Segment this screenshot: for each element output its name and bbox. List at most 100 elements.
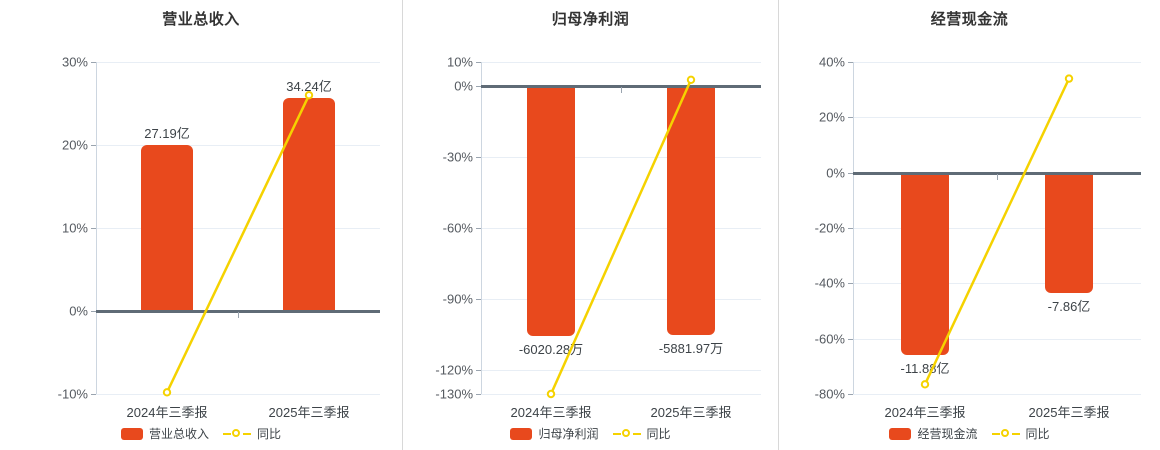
legend-label-bar: 归母净利润: [538, 427, 599, 441]
gridline: [853, 283, 1141, 285]
zero-baseline: [853, 171, 1141, 175]
y-axis-tick-mark: [476, 299, 481, 301]
yoy-data-point[interactable]: [920, 380, 930, 389]
y-axis-tick-mark: [91, 311, 96, 312]
plot-area: 27.19亿 34.24亿 30% 20% 10% 0% -10%: [0, 55, 402, 402]
bar[interactable]: [1045, 172, 1093, 293]
bar[interactable]: [901, 172, 949, 356]
legend-label-line: 同比: [646, 427, 671, 441]
zero-baseline: [481, 84, 761, 88]
category-label: 2024年三季报: [126, 405, 208, 420]
y-axis-tick-mark: [476, 394, 481, 395]
yoy-line-series: [546, 75, 696, 399]
y-axis-tick-mark: [476, 228, 481, 229]
y-axis-tick-label: 10%: [446, 54, 473, 70]
category-label: 2025年三季报: [268, 405, 350, 420]
bar-value-label: 34.24亿: [286, 78, 332, 94]
category-axis: 2024年三季报 2025年三季报: [403, 402, 778, 420]
bar[interactable]: [527, 85, 575, 336]
gridline: [481, 156, 761, 158]
chart-title: 归母净利润: [551, 11, 630, 28]
category-axis: 2024年三季报 2025年三季报: [779, 402, 1160, 420]
y-axis-tick-label: 0%: [69, 303, 88, 319]
gridline: [481, 394, 761, 395]
yoy-line-path: [549, 79, 693, 395]
y-axis-tick-label: 10%: [61, 220, 88, 236]
category-label: 2025年三季报: [650, 405, 732, 420]
yoy-data-point[interactable]: [546, 389, 556, 399]
legend-label-line: 同比: [257, 427, 282, 441]
gridline: [853, 394, 1141, 395]
bar-value-label: 27.19亿: [144, 126, 190, 141]
y-axis-tick-mark: [848, 283, 853, 285]
yoy-data-point[interactable]: [162, 388, 172, 397]
y-axis-tick-label: 20%: [61, 137, 88, 153]
gridline: [853, 338, 1141, 340]
legend-item-line[interactable]: 同比: [223, 425, 281, 442]
bar-swatch-icon: [510, 427, 533, 440]
gridline: [481, 370, 761, 372]
bar[interactable]: [667, 85, 715, 335]
y-axis-spine: [481, 62, 482, 394]
yoy-data-point[interactable]: [304, 91, 314, 100]
bar[interactable]: [141, 145, 193, 311]
chart-title: 经营现金流: [930, 11, 1009, 28]
y-axis-tick-mark: [476, 370, 481, 372]
y-axis-tick-mark: [848, 228, 853, 229]
bar-value-label: -5881.97万: [658, 340, 724, 356]
legend-item-bar[interactable]: 营业总收入: [120, 425, 209, 442]
yoy-line-path: [165, 94, 311, 393]
legend-item-line[interactable]: 同比: [612, 425, 671, 442]
y-axis-tick-label: -30%: [442, 149, 473, 165]
legend-item-bar[interactable]: 归母净利润: [510, 425, 599, 442]
x-axis-tick-mark: [621, 86, 622, 93]
chart-panel-revenue: 营业总收入 27.19亿 34.24亿 30% 20% 10% 0% -10% 2024年三…: [0, 0, 402, 450]
chart-title: 营业总收入: [162, 11, 240, 28]
gridline: [96, 394, 380, 395]
y-axis-tick-mark: [848, 117, 853, 119]
y-axis-tick-mark: [848, 172, 853, 174]
y-axis-tick-label: -20%: [814, 220, 845, 236]
chart-legend: 经营现金流 同比: [779, 425, 1160, 442]
y-axis-tick-label: -80%: [814, 386, 845, 402]
legend-label-bar: 营业总收入: [148, 427, 209, 441]
yoy-data-point[interactable]: [1064, 74, 1074, 83]
y-axis-tick-label: 0%: [826, 165, 845, 181]
gridline: [481, 228, 761, 229]
chart-legend: 归母净利润 同比: [403, 425, 778, 442]
y-axis-tick-label: 40%: [818, 54, 845, 70]
y-axis-tick-mark: [476, 156, 481, 158]
y-axis-tick-mark: [91, 62, 96, 63]
y-axis-tick-mark: [91, 394, 96, 395]
chart-panel-cash-flow: 经营现金流 -11.88亿 -7.86亿 40% 20% 0% -20% -40% -60% -…: [778, 0, 1160, 450]
gridline: [853, 117, 1141, 119]
yoy-data-point[interactable]: [686, 75, 696, 84]
legend-label-line: 同比: [1025, 427, 1050, 441]
bar-value-label: -6020.28万: [518, 341, 584, 357]
y-axis-tick-mark: [848, 394, 853, 395]
y-axis-tick-label: -130%: [435, 386, 473, 402]
y-axis-tick-label: 20%: [818, 109, 845, 125]
bar-swatch-icon: [120, 427, 143, 440]
gridline: [96, 228, 380, 229]
plot-inner: -6020.28万 -5881.97万: [481, 62, 761, 399]
chart-panel-net-profit: 归母净利润 -6020.28万 -5881.97万 10% 0% -30% -60% -90…: [402, 0, 778, 450]
zero-baseline: [96, 310, 380, 313]
y-axis-tick-label: -10%: [57, 386, 88, 402]
y-axis-tick-label: -60%: [814, 331, 845, 347]
line-swatch-icon: [612, 428, 641, 440]
y-axis-spine: [853, 62, 854, 394]
legend-item-bar[interactable]: 经营现金流: [889, 425, 978, 442]
y-axis-tick-mark: [91, 145, 96, 146]
category-label: 2024年三季报: [884, 405, 966, 420]
y-axis-tick-label: -90%: [442, 291, 473, 307]
plot-inner: -11.88亿 -7.86亿: [853, 62, 1141, 395]
y-axis-spine: [96, 62, 97, 394]
yoy-line-path: [923, 78, 1071, 385]
legend-item-line[interactable]: 同比: [991, 425, 1050, 442]
plot-inner: 27.19亿 34.24亿: [96, 62, 380, 397]
category-label: 2024年三季报: [510, 405, 592, 420]
y-axis-tick-label: 0%: [454, 78, 473, 94]
y-axis-tick-mark: [476, 85, 481, 87]
